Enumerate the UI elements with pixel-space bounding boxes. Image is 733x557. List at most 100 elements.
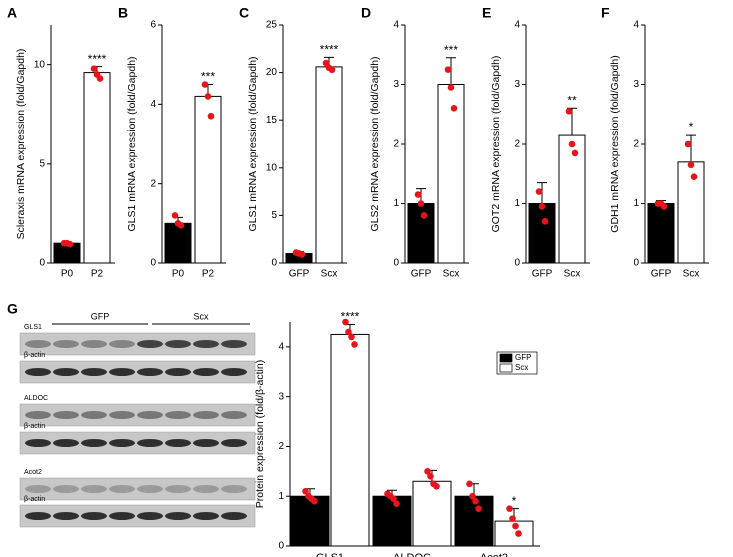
y-tick-label: 20 — [266, 67, 278, 78]
bar — [528, 203, 556, 264]
significance: **** — [320, 43, 339, 57]
data-point — [475, 505, 482, 512]
blot-band — [137, 340, 163, 348]
y-tick-label: 4 — [150, 99, 156, 110]
blot-band — [137, 512, 163, 520]
data-point — [66, 240, 74, 248]
data-point — [660, 203, 668, 210]
data-point — [450, 105, 458, 112]
data-point — [207, 112, 215, 120]
data-point — [177, 222, 185, 229]
blot-row-label: GLS1 — [24, 324, 42, 331]
significance: **** — [88, 52, 107, 66]
y-tick-label: 4 — [393, 20, 399, 31]
y-tick-label: 15 — [266, 115, 278, 126]
blot-band — [53, 368, 79, 376]
blot-band — [137, 439, 163, 447]
y-tick-label: 0 — [514, 258, 520, 269]
blot-band — [81, 512, 107, 520]
bar — [194, 95, 222, 264]
x-tick-label: GFP — [532, 269, 553, 280]
data-point — [687, 161, 695, 169]
y-tick-label: 10 — [34, 59, 46, 70]
x-tick-label: GLS1 — [316, 552, 344, 557]
data-point — [420, 212, 428, 219]
blot-group-label: GFP — [91, 311, 110, 321]
data-point — [535, 188, 543, 195]
x-tick-label: Scx — [443, 269, 460, 280]
significance: ** — [567, 93, 577, 107]
blot-band — [25, 368, 51, 376]
data-point — [571, 149, 579, 157]
blot-band — [109, 368, 135, 376]
blot-band — [25, 340, 51, 348]
data-point — [512, 522, 519, 530]
data-point — [298, 251, 306, 258]
blot-band — [165, 485, 191, 493]
y-tick-label: 2 — [393, 139, 399, 150]
data-point — [466, 480, 473, 488]
blot-row-label: Acot2 — [24, 469, 42, 476]
panel-label: D — [361, 5, 371, 21]
y-tick-label: 4 — [514, 20, 520, 31]
blot-row-label: β-actin — [24, 496, 45, 503]
y-tick-label: 0 — [271, 258, 277, 269]
data-point — [447, 84, 455, 91]
x-tick-label: ALDOC — [393, 552, 431, 557]
data-point — [433, 482, 440, 490]
x-tick-label: Scx — [321, 269, 338, 280]
significance: *** — [444, 43, 458, 57]
significance: * — [512, 494, 517, 508]
x-tick-label: P0 — [61, 269, 74, 280]
data-point — [538, 203, 546, 210]
y-axis-label: Protein expression (fold/β-actin) — [254, 360, 266, 508]
y-axis-label: GLS1 mRNA expression (fold/Gapdh) — [247, 56, 259, 231]
y-tick-label: 4 — [633, 20, 639, 31]
error-bar — [537, 182, 547, 204]
bar — [677, 161, 705, 264]
y-tick-label: 1 — [393, 198, 399, 209]
blot-band — [53, 439, 79, 447]
blot-band — [53, 485, 79, 493]
bar — [407, 203, 435, 264]
data-point — [469, 492, 476, 500]
data-point — [565, 107, 573, 115]
x-tick-label: Scx — [683, 269, 700, 280]
x-tick-label: P0 — [172, 269, 185, 280]
data-point — [684, 140, 692, 148]
x-tick-label: Acot2 — [480, 552, 508, 557]
blot-band — [193, 512, 219, 520]
data-point — [348, 333, 355, 341]
x-tick-label: P2 — [202, 269, 215, 280]
data-point — [302, 487, 309, 495]
bar — [647, 203, 675, 264]
y-tick-label: 0 — [150, 258, 156, 269]
legend-label: GFP — [515, 353, 531, 362]
data-point — [204, 93, 212, 100]
panel-label: E — [482, 5, 491, 21]
x-tick-label: GFP — [289, 269, 310, 280]
bar — [412, 480, 452, 547]
error-bar — [686, 134, 696, 162]
data-point — [390, 495, 397, 503]
blot-band — [221, 411, 247, 419]
blot-band — [25, 512, 51, 520]
y-axis-label: GDH1 mRNA expression (fold/Gapdh) — [609, 55, 621, 232]
blot-band — [81, 439, 107, 447]
blot-row-label: β-actin — [24, 423, 45, 430]
blot-band — [137, 485, 163, 493]
legend-label: Scx — [515, 363, 528, 372]
blot-band — [165, 411, 191, 419]
blot-band — [137, 411, 163, 419]
blot-band — [193, 439, 219, 447]
blot-band — [165, 439, 191, 447]
significance: **** — [341, 310, 360, 324]
blot-band — [221, 439, 247, 447]
y-tick-label: 2 — [633, 139, 639, 150]
y-tick-label: 25 — [266, 20, 278, 31]
y-tick-label: 1 — [633, 198, 639, 209]
y-axis-label: GLS2 mRNA expression (fold/Gapdh) — [369, 56, 381, 231]
blot-band — [221, 485, 247, 493]
data-point — [690, 173, 698, 181]
